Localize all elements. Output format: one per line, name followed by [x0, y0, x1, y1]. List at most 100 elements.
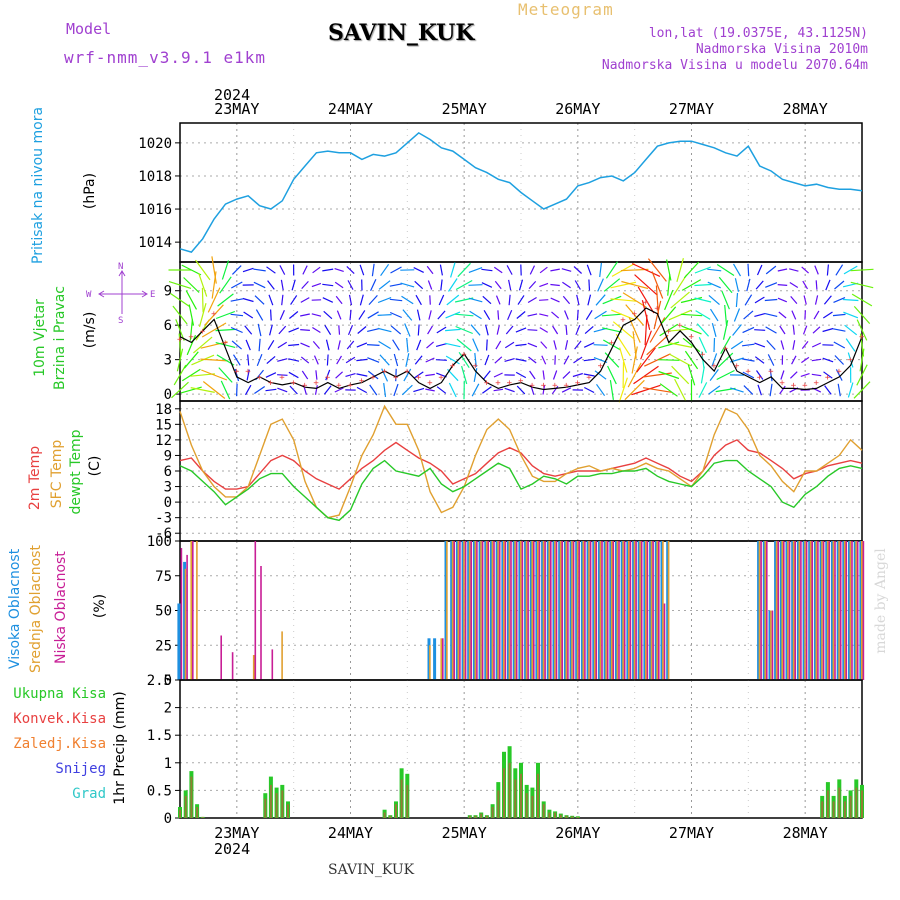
mid-cloud-bar — [838, 541, 840, 680]
wind-gust-mark: + — [814, 379, 820, 389]
wind-arrow — [528, 356, 537, 364]
high-cloud-bar — [649, 541, 653, 680]
high-cloud-bar — [774, 541, 778, 680]
low-cloud-bar — [856, 541, 859, 680]
wind-arrow — [471, 383, 480, 397]
date-label-top: 27MAY — [669, 100, 714, 118]
low-cloud-bar — [658, 541, 660, 680]
wind-arrow — [853, 305, 871, 325]
wind-arrow — [242, 267, 254, 273]
wind-arrow — [504, 387, 515, 393]
wind-arrow — [742, 326, 755, 334]
wind-arrow — [856, 319, 868, 341]
wind-arrow — [168, 281, 192, 289]
wind-arrow — [289, 311, 299, 319]
wind-arrow — [244, 384, 252, 396]
wind-arrow — [290, 295, 298, 305]
wind-arrow — [550, 297, 560, 303]
wind-arrow — [777, 268, 788, 272]
wind-arrow — [747, 263, 750, 277]
low-cloud-bar — [527, 541, 529, 680]
wind-arrow — [347, 324, 354, 336]
wind-arrow — [811, 358, 822, 362]
wind-arrow — [231, 281, 243, 289]
wind-arrow — [823, 295, 832, 305]
wind-arrow — [802, 325, 808, 335]
wind-arrow — [853, 381, 871, 399]
wind-arrow — [508, 294, 511, 306]
wind-arrow — [288, 358, 300, 362]
wind-arrow — [642, 372, 672, 378]
low-cloud-bar — [595, 541, 598, 680]
wind-arrow — [801, 341, 809, 349]
wind-gust-mark: + — [848, 356, 854, 366]
wind-arrow — [680, 313, 703, 317]
wind-gust-mark: + — [643, 298, 649, 308]
wind-arrow — [378, 340, 391, 350]
wind-arrow — [659, 383, 678, 397]
wind-arrow — [231, 340, 242, 350]
wind-arrow — [716, 263, 735, 277]
wind-arrow — [345, 373, 356, 377]
high-cloud-bar — [177, 603, 181, 680]
high-cloud-bar — [802, 541, 806, 680]
wind-arrow — [358, 310, 366, 320]
convective-rain-bar — [468, 815, 471, 818]
mid-cloud-bar — [781, 541, 783, 680]
wind-gust-mark: + — [711, 361, 717, 371]
wind-gust-mark: + — [620, 315, 626, 325]
temperature-ytick-label: 9 — [164, 448, 172, 464]
wind-arrow — [552, 370, 558, 380]
high-cloud-bar — [796, 541, 800, 680]
altitude-label: Nadmorska Visina 2010m — [695, 42, 868, 57]
temperature-ytick-label: 0 — [164, 495, 172, 511]
high-cloud-bar — [575, 541, 579, 680]
wind-arrow — [367, 357, 380, 363]
high-cloud-bar — [666, 541, 670, 680]
convective-rain-bar — [525, 793, 528, 818]
wind-arrow — [711, 323, 717, 337]
wind-gust-mark: + — [348, 381, 354, 391]
convective-rain-bar — [491, 807, 494, 818]
low-cloud-bar — [459, 541, 461, 680]
wind-arrow — [367, 370, 379, 380]
wind-arrow — [631, 346, 638, 374]
wind-gust-mark: + — [200, 327, 206, 337]
wind-arrow — [457, 262, 471, 278]
wind-arrow — [405, 353, 410, 367]
wind-arrow — [516, 385, 526, 395]
convective-rain-bar — [559, 814, 562, 818]
wind-arrow — [334, 268, 344, 272]
wind-arrow — [336, 355, 343, 365]
wind-arrow — [312, 341, 320, 349]
wind-arrow — [661, 306, 677, 324]
mid-cloud-bar — [468, 541, 471, 680]
wind-arrow — [383, 383, 387, 397]
wind-arrow — [193, 336, 213, 354]
wind-arrow — [767, 354, 775, 366]
low-cloud-bar — [817, 541, 819, 680]
wind-arrow — [624, 379, 645, 401]
wind-gust-mark: + — [859, 333, 865, 343]
wind-arrow — [733, 308, 741, 322]
wind-arrow — [266, 266, 276, 274]
wind-arrow — [604, 352, 620, 368]
wind-gust-mark: + — [507, 379, 513, 389]
wind-arrow — [640, 330, 652, 360]
wind-arrow — [835, 264, 844, 276]
wind-arrow — [574, 340, 582, 350]
high-cloud-bar — [842, 541, 846, 680]
wind-arrow — [472, 338, 479, 352]
mid-cloud-bar — [196, 541, 198, 680]
wind-arrow — [217, 293, 234, 307]
wind-arrow — [765, 282, 778, 288]
model-value: wrf-nmm_v3.9.1 e1km — [64, 48, 267, 67]
mid-cloud-bar — [656, 541, 658, 680]
wind-arrow — [551, 385, 559, 395]
mid-cloud-bar — [565, 541, 568, 680]
convective-rain-bar — [281, 790, 284, 818]
wind-arrow — [584, 386, 595, 394]
wind-arrow — [637, 286, 655, 314]
mid-cloud-bar — [559, 541, 562, 680]
wind-arrow — [312, 266, 321, 274]
